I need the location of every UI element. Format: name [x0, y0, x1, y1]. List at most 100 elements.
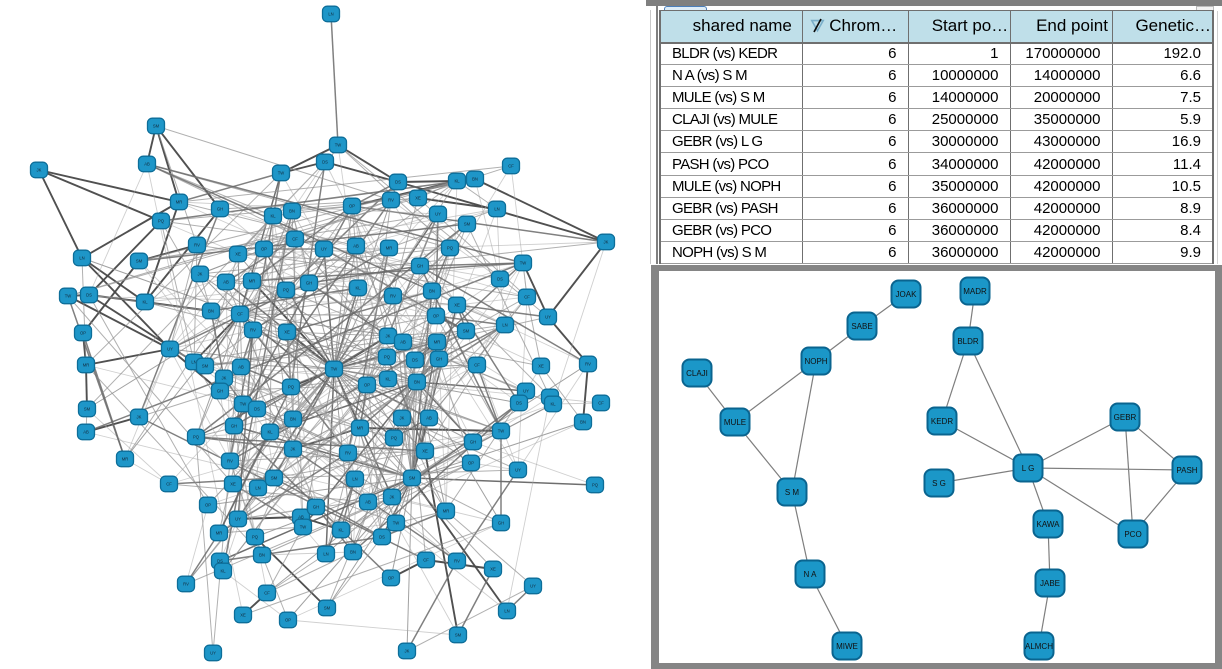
svg-text:GH: GH	[306, 281, 312, 286]
svg-text:TW: TW	[240, 402, 247, 407]
svg-text:CF: CF	[264, 591, 270, 596]
svg-text:TW: TW	[498, 429, 505, 434]
svg-text:CF: CF	[524, 295, 530, 300]
svg-text:KL: KL	[267, 430, 273, 435]
svg-text:GH: GH	[417, 264, 423, 269]
svg-text:TW: TW	[520, 261, 527, 266]
svg-text:BN: BN	[429, 289, 435, 294]
svg-text:KL: KL	[454, 179, 460, 184]
svg-text:RV: RV	[183, 582, 189, 587]
svg-text:KL: KL	[355, 286, 361, 291]
svg-text:PQ: PQ	[158, 219, 165, 224]
svg-text:DS: DS	[217, 559, 223, 564]
svg-text:KL: KL	[385, 377, 391, 382]
svg-text:PQ: PQ	[592, 483, 599, 488]
svg-text:DS: DS	[254, 407, 260, 412]
svg-text:LN: LN	[502, 323, 507, 328]
svg-text:KL: KL	[270, 214, 276, 219]
svg-text:JK: JK	[400, 416, 405, 421]
svg-text:CF: CF	[166, 482, 172, 487]
svg-text:SM: SM	[271, 476, 278, 481]
svg-text:AB: AB	[365, 500, 371, 505]
svg-text:AB: AB	[83, 430, 89, 435]
svg-text:SM: SM	[153, 124, 160, 129]
svg-text:JK: JK	[37, 168, 42, 173]
svg-text:UY: UY	[321, 247, 327, 252]
svg-text:BN: BN	[208, 309, 214, 314]
svg-text:GEBR: GEBR	[1114, 413, 1137, 422]
svg-text:OP: OP	[364, 383, 370, 388]
svg-text:CF: CF	[423, 558, 429, 563]
svg-text:JK: JK	[604, 240, 609, 245]
svg-text:RV: RV	[194, 243, 200, 248]
svg-text:SM: SM	[136, 259, 143, 264]
svg-text:XE: XE	[284, 330, 290, 335]
svg-text:UY: UY	[435, 212, 441, 217]
svg-text:S G: S G	[932, 479, 946, 488]
svg-text:XE: XE	[538, 364, 544, 369]
svg-text:UY: UY	[210, 651, 216, 656]
svg-text:DS: DS	[497, 277, 503, 282]
svg-text:SM: SM	[324, 606, 331, 611]
svg-text:DS: DS	[322, 160, 328, 165]
svg-text:SM: SM	[463, 329, 470, 334]
svg-text:SM: SM	[84, 407, 91, 412]
svg-text:DS: DS	[412, 358, 418, 363]
svg-text:JK: JK	[386, 334, 391, 339]
svg-text:UY: UY	[545, 315, 551, 320]
svg-text:XE: XE	[240, 613, 246, 618]
svg-text:SM: SM	[409, 476, 416, 481]
svg-text:PQ: PQ	[288, 385, 295, 390]
svg-text:RV: RV	[585, 362, 591, 367]
svg-text:MR: MR	[216, 531, 223, 536]
svg-text:JK: JK	[405, 649, 410, 654]
svg-text:RV: RV	[388, 198, 394, 203]
svg-text:MIWE: MIWE	[836, 642, 858, 651]
svg-text:L G: L G	[1022, 464, 1035, 473]
svg-text:AB: AB	[426, 416, 432, 421]
svg-text:UY: UY	[515, 468, 521, 473]
svg-text:MULE: MULE	[724, 418, 746, 427]
svg-text:KEDR: KEDR	[931, 417, 953, 426]
svg-text:OP: OP	[80, 331, 86, 336]
svg-text:JK: JK	[137, 415, 142, 420]
svg-text:MR: MR	[434, 340, 441, 345]
svg-text:JK: JK	[390, 495, 395, 500]
svg-text:PASH: PASH	[1176, 466, 1197, 475]
svg-text:XE: XE	[230, 482, 236, 487]
svg-text:N A: N A	[804, 570, 818, 579]
svg-text:MR: MR	[249, 279, 256, 284]
svg-text:XE: XE	[235, 252, 241, 257]
svg-text:CF: CF	[292, 237, 298, 242]
svg-text:OP: OP	[468, 461, 474, 466]
svg-text:GH: GH	[231, 424, 237, 429]
svg-text:LN: LN	[494, 207, 499, 212]
svg-text:GH: GH	[217, 389, 223, 394]
svg-text:MADR: MADR	[963, 287, 987, 296]
svg-text:UY: UY	[530, 584, 536, 589]
svg-text:OP: OP	[261, 247, 267, 252]
svg-text:AB: AB	[144, 162, 150, 167]
svg-text:RV: RV	[227, 459, 233, 464]
svg-text:TW: TW	[65, 294, 72, 299]
svg-text:RV: RV	[345, 451, 351, 456]
svg-text:AB: AB	[238, 365, 244, 370]
svg-text:PQ: PQ	[447, 246, 454, 251]
svg-text:BN: BN	[290, 417, 296, 422]
svg-text:KL: KL	[550, 402, 556, 407]
svg-text:PQ: PQ	[384, 355, 391, 360]
svg-text:OP: OP	[433, 314, 439, 319]
svg-text:SM: SM	[455, 633, 462, 638]
svg-text:KL: KL	[338, 528, 344, 533]
svg-text:OP: OP	[349, 204, 355, 209]
svg-text:SABE: SABE	[851, 322, 872, 331]
svg-text:LN: LN	[191, 360, 196, 365]
svg-text:LN: LN	[352, 477, 357, 482]
svg-text:OP: OP	[205, 503, 211, 508]
svg-text:MR: MR	[176, 200, 183, 205]
svg-text:GH: GH	[217, 207, 223, 212]
svg-text:MR: MR	[357, 426, 364, 431]
svg-text:MR: MR	[443, 509, 450, 514]
svg-text:DS: DS	[379, 535, 385, 540]
svg-text:JK: JK	[198, 272, 203, 277]
